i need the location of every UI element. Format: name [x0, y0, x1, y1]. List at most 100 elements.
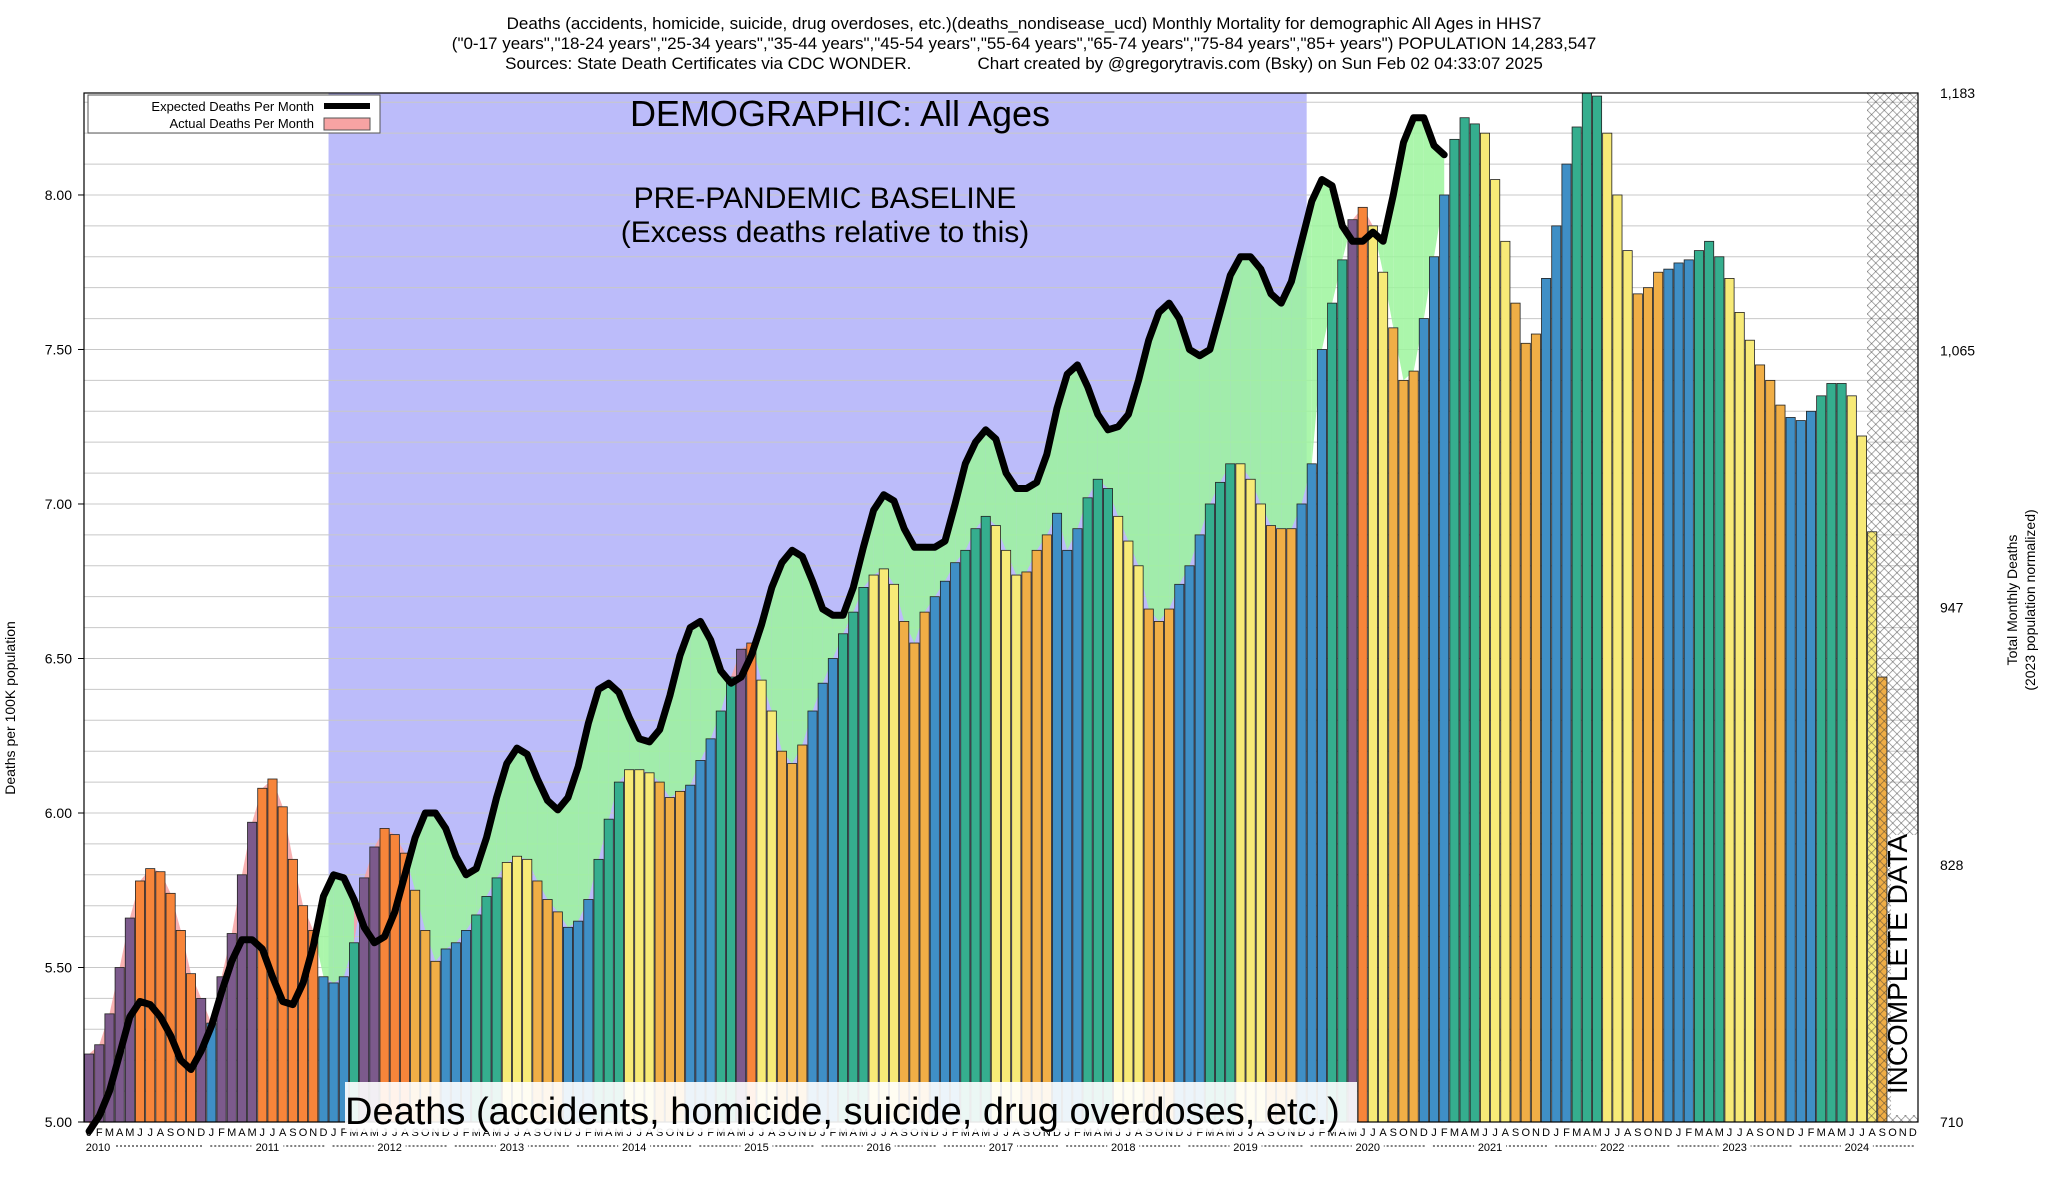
x-month-label: D	[1787, 1127, 1795, 1139]
x-month-label: O	[1888, 1127, 1897, 1139]
x-month-label: O	[1155, 1127, 1164, 1139]
bar	[1245, 478, 1256, 1123]
excess-area	[883, 494, 895, 585]
bar	[1327, 302, 1338, 1123]
excess-area	[1006, 473, 1017, 576]
x-month-label: J	[392, 1127, 398, 1139]
excess-area	[557, 797, 568, 928]
x-year-label: 2018	[1111, 1142, 1135, 1154]
y2-tick-label: 947	[1940, 600, 1964, 616]
x-month-label: S	[1145, 1127, 1152, 1139]
x-month-label: S	[1390, 1127, 1397, 1139]
bar	[155, 871, 166, 1123]
x-year-label: 2021	[1478, 1142, 1502, 1154]
x-month-label: J	[1431, 1127, 1437, 1139]
x-month-label: M	[349, 1127, 358, 1139]
excess-area	[1291, 241, 1302, 529]
x-month-label: M	[248, 1127, 257, 1139]
x-month-label: F	[830, 1127, 837, 1139]
excess-area	[985, 429, 996, 526]
bar	[634, 769, 645, 1123]
excess-area	[1148, 312, 1159, 622]
x-month-label: O	[1399, 1127, 1408, 1139]
x-month-label: D	[1298, 1127, 1306, 1139]
baseline-sublabel: (Excess deaths relative to this)	[621, 216, 1030, 249]
bar	[990, 525, 1001, 1123]
x-month-label: J	[1676, 1127, 1682, 1139]
bar	[1439, 194, 1450, 1123]
x-month-label: F	[1319, 1127, 1326, 1139]
x-month-label: M	[1450, 1127, 1459, 1139]
x-month-label: A	[1828, 1127, 1836, 1139]
x-month-label: M	[125, 1127, 134, 1139]
x-year-label-bg	[618, 1140, 651, 1153]
x-year-label: 2023	[1722, 1142, 1746, 1154]
bar	[1031, 549, 1042, 1123]
x-month-label: J	[504, 1127, 510, 1139]
excess-area	[1434, 145, 1445, 257]
baseline-label: PRE-PANDEMIC BASELINE	[634, 182, 1017, 215]
excess-area	[680, 627, 691, 792]
bar	[1520, 342, 1531, 1123]
x-month-label: F	[463, 1127, 470, 1139]
x-month-label: M	[1817, 1127, 1826, 1139]
excess-area	[435, 812, 446, 962]
bar	[909, 642, 920, 1123]
excess-area	[975, 429, 986, 529]
x-month-label: J	[698, 1127, 704, 1139]
x-month-label: S	[289, 1127, 296, 1139]
x-month-label: S	[1023, 1127, 1030, 1139]
y-tick-label: 5.00	[45, 1114, 72, 1130]
x-month-label: O	[1521, 1127, 1530, 1139]
bar	[1693, 250, 1704, 1123]
excess-area	[506, 748, 518, 863]
x-month-label: M	[1226, 1127, 1235, 1139]
x-month-label: F	[340, 1127, 347, 1139]
y-tick-label: 6.50	[45, 650, 72, 666]
bar	[1204, 503, 1215, 1123]
excess-area	[639, 738, 650, 773]
x-month-label: J	[270, 1127, 276, 1139]
x-month-label: A	[1379, 1127, 1387, 1139]
x-month-label: J	[575, 1127, 581, 1139]
excess-area	[1393, 142, 1404, 381]
x-month-label: F	[1685, 1127, 1692, 1139]
excess-area	[1016, 488, 1027, 576]
x-month-label: D	[1420, 1127, 1428, 1139]
bar	[624, 769, 635, 1123]
x-year-label-bg	[251, 1140, 284, 1153]
bar	[1235, 463, 1246, 1123]
excess-area	[578, 723, 589, 922]
x-month-label: A	[1705, 1127, 1713, 1139]
x-month-label: M	[492, 1127, 501, 1139]
excess-area	[1057, 374, 1068, 551]
bar	[1225, 463, 1236, 1123]
bar	[644, 772, 655, 1123]
bar	[1714, 256, 1725, 1123]
x-month-label: J	[1798, 1127, 1804, 1139]
excess-area	[771, 562, 782, 752]
x-month-label: M	[370, 1127, 379, 1139]
x-month-label: A	[1013, 1127, 1021, 1139]
bar	[848, 611, 859, 1123]
x-month-label: J	[1370, 1127, 1376, 1139]
bar	[807, 710, 818, 1123]
bar	[165, 892, 176, 1123]
excess-area	[832, 615, 844, 659]
bar	[84, 1053, 95, 1123]
bar	[1082, 497, 1093, 1123]
x-month-label: A	[605, 1127, 613, 1139]
x-month-label: J	[881, 1127, 887, 1139]
x-month-label: M	[1205, 1127, 1214, 1139]
excess-area	[1199, 349, 1210, 535]
x-year-label: 2020	[1356, 1142, 1380, 1154]
x-month-label: D	[319, 1127, 327, 1139]
bar	[1816, 395, 1827, 1123]
x-month-label: N	[1043, 1127, 1051, 1139]
x-month-label: J	[1554, 1127, 1560, 1139]
bar	[756, 679, 767, 1123]
x-year-label: 2013	[500, 1142, 524, 1154]
x-month-label: A	[1094, 1127, 1102, 1139]
excess-area	[323, 874, 334, 983]
x-month-label: A	[1502, 1127, 1510, 1139]
